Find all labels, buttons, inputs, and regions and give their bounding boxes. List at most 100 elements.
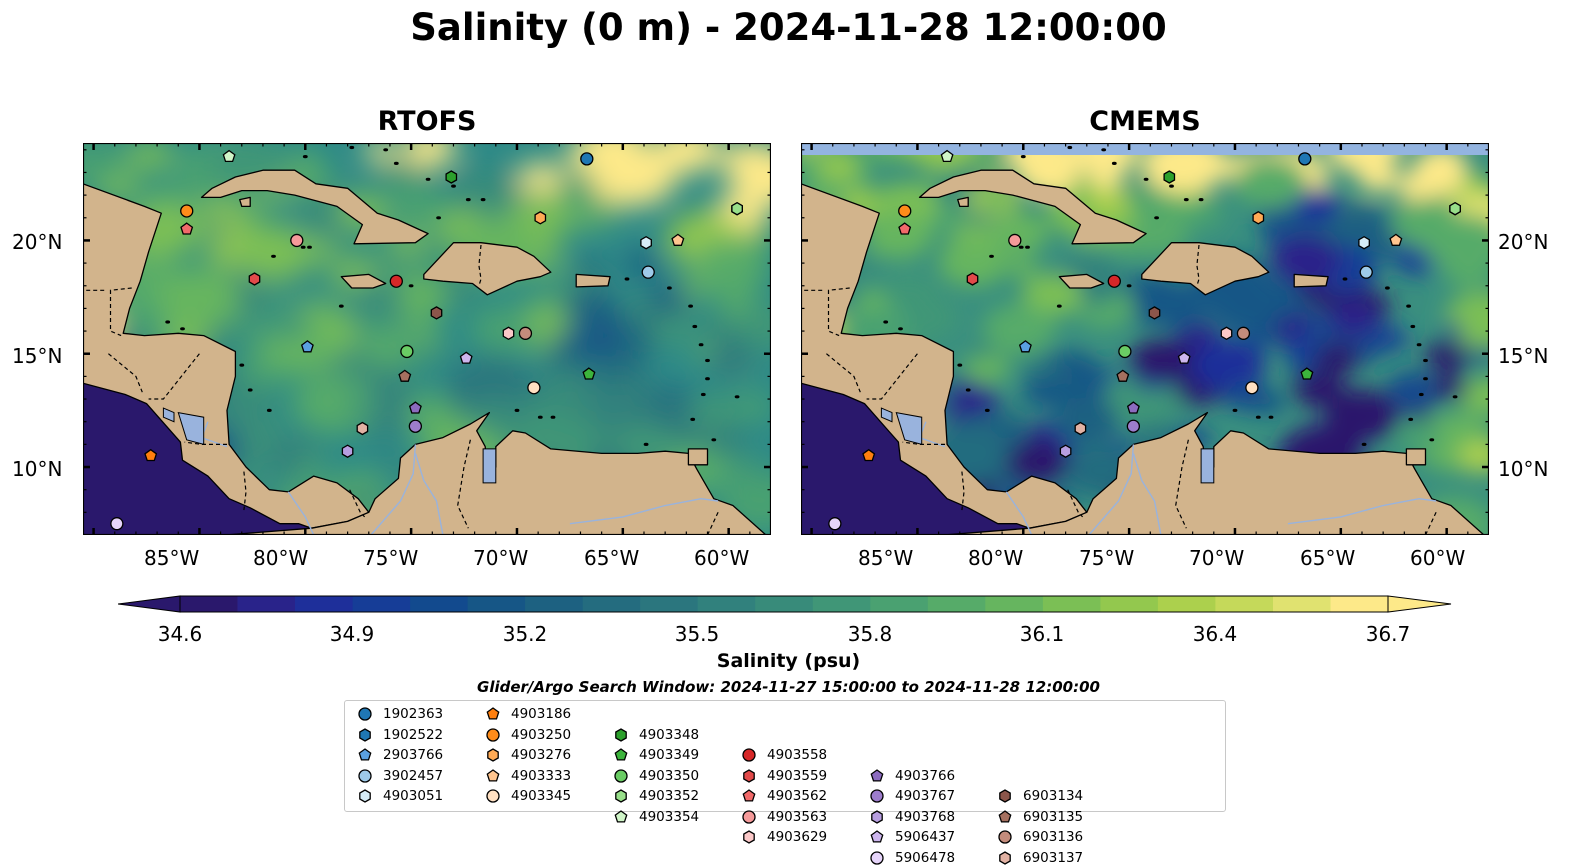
legend-label: 6903137 — [1023, 849, 1084, 866]
float-marker-4903766 — [1126, 401, 1140, 414]
legend-item: 2903766 — [357, 745, 443, 765]
salinity-eddy — [470, 306, 537, 353]
river — [1088, 444, 1135, 535]
colorbar-segment — [525, 596, 584, 612]
salinity-eddy — [938, 238, 1008, 287]
float-marker-5906478 — [828, 517, 842, 531]
salinity-eddy — [364, 143, 397, 162]
lon-tick-label: 80°W — [968, 546, 1024, 570]
small-island — [338, 304, 344, 308]
country-border — [349, 489, 366, 518]
float-marker-4903562 — [180, 222, 194, 235]
legend-label: 4903559 — [767, 767, 828, 784]
land-mass — [957, 196, 969, 208]
small-island — [451, 184, 456, 188]
salinity-eddy — [405, 393, 454, 427]
salinity-eddy — [1141, 143, 1228, 194]
land-mass — [687, 448, 709, 466]
colorbar-segment — [927, 596, 986, 612]
float-marker-4903250 — [180, 204, 194, 218]
legend-label: 4903354 — [639, 808, 700, 825]
lon-tick-label: 65°W — [1300, 546, 1356, 570]
lon-tick-label: 85°W — [144, 546, 200, 570]
float-marker-4903563 — [290, 233, 304, 248]
small-island — [436, 216, 441, 220]
salinity-eddy — [359, 330, 412, 367]
float-marker-4903558 — [389, 274, 403, 288]
legend-label: 4903562 — [767, 788, 828, 804]
salinity-eddy — [564, 286, 619, 325]
colorbar-segment — [1273, 596, 1332, 612]
legend-item: 4903768 — [869, 807, 955, 827]
lon-tick-label: 65°W — [584, 546, 640, 570]
salinity-eddy — [1223, 380, 1267, 411]
salinity-eddy — [1374, 327, 1409, 351]
legend-item: 4903354 — [613, 807, 699, 827]
small-island — [1018, 245, 1024, 249]
small-island — [624, 277, 630, 281]
legend-item: 6903136 — [997, 827, 1083, 847]
small-island — [705, 358, 710, 363]
float-marker-4903767 — [1126, 419, 1141, 433]
legend-marker — [614, 748, 628, 761]
land-mass — [340, 273, 387, 289]
legend-label: 1902363 — [383, 706, 444, 722]
float-marker-4903345 — [527, 381, 541, 395]
salinity-eddy — [1369, 211, 1391, 227]
land-mass — [1058, 273, 1105, 289]
salinity-eddy — [1292, 370, 1346, 408]
legend-label: 4903276 — [511, 747, 572, 763]
salinity-eddy — [738, 303, 771, 348]
legend-marker — [998, 809, 1012, 823]
legend-label: 4903558 — [767, 747, 828, 763]
map-ticks — [801, 143, 1489, 535]
small-island — [1423, 377, 1428, 381]
river — [287, 491, 315, 535]
salinity-eddy — [518, 162, 563, 194]
salinity-eddy — [686, 392, 745, 433]
float-marker-1902363 — [1298, 152, 1312, 166]
legend-item: 6903137 — [997, 848, 1083, 868]
country-border — [866, 353, 918, 400]
legend-label: 6903135 — [1023, 808, 1084, 825]
float-marker-6903137 — [1074, 421, 1087, 436]
panel-title-cmems: CMEMS — [1089, 106, 1201, 137]
float-marker-4903276 — [1252, 211, 1265, 225]
salinity-eddy — [1005, 440, 1069, 485]
salinity-eddy — [1089, 187, 1129, 215]
land-mass — [1405, 448, 1427, 466]
small-island — [667, 286, 672, 290]
river — [1005, 491, 1033, 535]
small-island — [1143, 177, 1149, 181]
country-border — [827, 287, 850, 337]
float-marker-3902457 — [641, 265, 655, 279]
small-island — [393, 161, 399, 165]
small-island — [165, 320, 171, 324]
legend-label: 4903563 — [767, 808, 828, 825]
salinity-eddy — [1265, 225, 1288, 241]
float-marker-4903333 — [1389, 233, 1403, 246]
legend-label: 4903768 — [895, 808, 956, 825]
lon-tick-label: 80°W — [253, 546, 309, 570]
legend-marker-circle-icon — [486, 727, 500, 742]
salinity-eddy — [682, 277, 709, 296]
float-marker-4903629 — [1220, 326, 1233, 341]
river — [414, 453, 444, 535]
legend-item: 4903558 — [741, 745, 827, 765]
legend-marker-pentagon-icon — [358, 748, 372, 761]
colorbar-segment — [640, 596, 699, 612]
small-island — [1410, 324, 1416, 329]
salinity-eddy — [1006, 255, 1038, 278]
float-marker-4903345 — [1245, 381, 1259, 395]
colorbar-segment — [755, 596, 814, 612]
small-island — [307, 245, 312, 249]
float-marker-4903562 — [898, 222, 912, 235]
float-marker-4903333 — [671, 233, 685, 246]
float-marker-4903350 — [400, 344, 414, 359]
float-marker-4903348 — [1163, 170, 1176, 184]
small-island — [247, 388, 253, 392]
country-border — [1175, 439, 1189, 529]
small-island — [271, 254, 276, 258]
colorbar-tick-label: 35.2 — [502, 622, 548, 646]
colorbar-segment — [1100, 596, 1159, 612]
